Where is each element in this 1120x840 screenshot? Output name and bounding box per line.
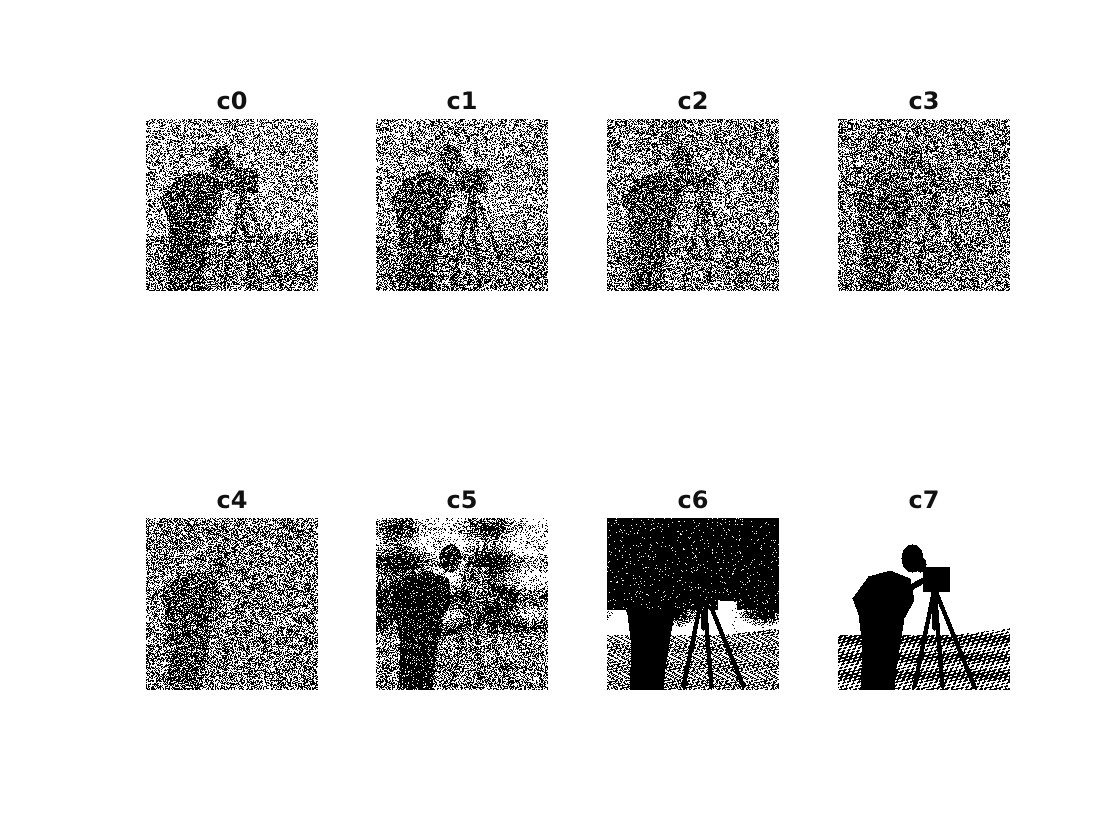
bit-plane-image [376,518,548,690]
panel-title: c7 [908,486,940,514]
panel-c6: c6 [607,486,779,690]
panel-c0: c0 [146,87,318,291]
panel-title: c5 [446,486,478,514]
panel-title: c6 [677,486,709,514]
bit-plane-image [838,119,1010,291]
panel-c2: c2 [607,87,779,291]
bit-plane-image [146,518,318,690]
panel-c7: c7 [838,486,1010,690]
panel-title: c4 [216,486,248,514]
panel-title: c1 [446,87,478,115]
panel-c5: c5 [376,486,548,690]
panel-c3: c3 [838,87,1010,291]
bit-plane-image [607,119,779,291]
panel-c4: c4 [146,486,318,690]
panel-c1: c1 [376,87,548,291]
bit-plane-image [838,518,1010,690]
bit-plane-image [607,518,779,690]
panel-title: c3 [908,87,940,115]
panel-title: c2 [677,87,709,115]
panel-title: c0 [216,87,248,115]
bit-plane-image [146,119,318,291]
bit-plane-image [376,119,548,291]
